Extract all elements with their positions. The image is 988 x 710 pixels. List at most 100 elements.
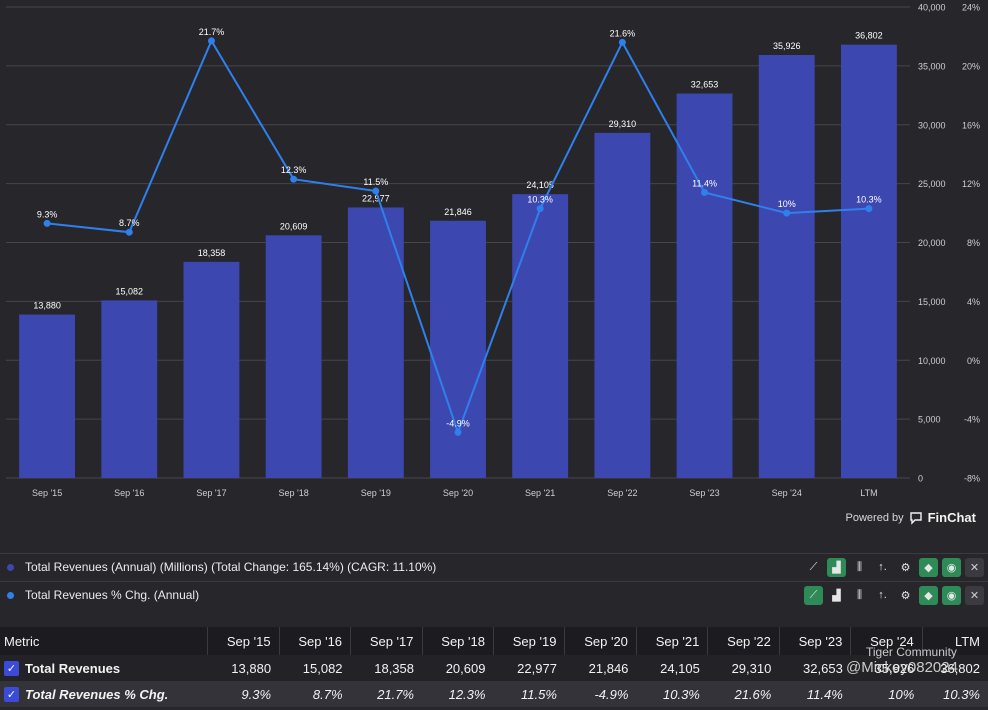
table-cell: 18,358 [350,655,422,681]
table-cell: 8.7% [279,681,351,707]
series-color-dot [7,591,14,599]
bar-data-label: 15,082 [116,286,144,296]
header-cell[interactable]: Sep '23 [778,627,851,655]
table-cell: 24,105 [636,655,708,681]
y-left-tick-label: 0 [918,474,923,484]
table-cell: 32,653 [779,655,851,681]
line-point [865,205,873,213]
bar [265,235,322,478]
bar [594,132,651,478]
x-tick-label: Sep '18 [279,488,309,498]
checkbox[interactable]: ✓ [4,660,19,676]
axis-icon[interactable]: ↑. [878,561,887,573]
table-cell: 12.3% [422,681,494,707]
x-tick-label: Sep '23 [689,488,719,498]
axis-icon[interactable]: ↑. [878,589,887,601]
bar-chart-icon[interactable]: ▟ [832,589,841,602]
table-cell: 21.7% [350,681,422,707]
eye-icon[interactable]: ◉ [942,557,961,577]
x-tick-label: Sep '17 [196,488,226,498]
finchat-logo: FinChat [927,510,976,525]
grouped-bar-icon[interactable]: ⫼ [856,588,863,601]
row-name-cell: ✓ Total Revenues [0,655,208,681]
powered-by[interactable]: Powered by FinChat [846,510,976,525]
table-cell: 11.4% [779,681,851,707]
table-cell: 10.3% [636,681,708,707]
table-cell: 13,880 [207,655,280,681]
line-chart-icon[interactable]: ⟋ [804,585,823,605]
bar-data-label: 32,653 [691,80,719,90]
header-cell[interactable]: LTM [921,627,988,655]
header-cell[interactable]: Sep '18 [421,627,494,655]
powered-by-label: Powered by [845,511,904,524]
y-right-tick-label: 16% [962,120,980,130]
legend-row-pct-change[interactable]: Total Revenues % Chg. (Annual) ⟋ ▟ ⫼ ↑. … [0,581,988,608]
line-point [290,175,298,183]
table-cell: 22,977 [493,655,565,681]
bar-data-label: 22,977 [362,193,390,203]
header-cell[interactable]: Sep '22 [707,627,780,655]
line-data-label: 10% [778,199,796,209]
header-cell[interactable]: Sep '19 [492,627,565,655]
y-left-tick-label: 35,000 [918,61,946,71]
y-right-tick-label: 20% [962,61,980,71]
header-cell[interactable]: Sep '20 [564,627,637,655]
header-cell[interactable]: Sep '24 [850,627,923,655]
checkbox[interactable]: ✓ [4,686,19,702]
x-tick-label: Sep '19 [361,488,391,498]
close-icon[interactable]: ✕ [965,557,984,577]
y-left-tick-label: 10,000 [918,356,946,366]
line-data-label: 10.3% [856,195,882,205]
bar-data-label: 36,802 [855,31,883,41]
table-cell: 35,926 [850,655,923,681]
legend-label: Total Revenues % Chg. (Annual) [25,588,200,602]
legend-label: Total Revenues (Annual) (Millions) (Tota… [25,560,437,574]
table-cell: 10% [850,681,923,707]
header-cell[interactable]: Sep '21 [635,627,708,655]
eye-icon[interactable]: ◉ [942,585,961,605]
table-cell: 20,609 [422,655,494,681]
table-header-row: Metric Sep '15 Sep '16 Sep '17 Sep '18 S… [0,627,988,655]
x-tick-label: Sep '15 [32,488,62,498]
y-left-tick-label: 20,000 [918,238,946,248]
table-cell: 10.3% [922,681,988,707]
table-cell: 29,310 [707,655,780,681]
row-name: Total Revenues % Chg. [25,686,169,702]
grouped-bar-icon[interactable]: ⫼ [856,560,863,573]
series-toolbar: ⟋ ▟ ⫼ ↑. ⚙ ◆ ◉ ✕ [804,557,984,577]
bar [676,93,733,478]
table-cell: 9.3% [207,681,280,707]
gear-icon[interactable]: ⚙ [900,589,911,602]
y-right-tick-label: -8% [964,474,980,484]
bar [840,44,897,479]
table-row: ✓ Total Revenues 13,880 15,082 18,358 20,… [0,655,988,681]
table-cell: 21.6% [707,681,780,707]
tag-icon[interactable]: ◆ [919,557,938,577]
close-icon[interactable]: ✕ [965,585,984,605]
x-tick-label: Sep '22 [607,488,637,498]
header-cell[interactable]: Sep '17 [350,627,422,655]
y-left-tick-label: 40,000 [918,3,946,13]
metrics-table: Metric Sep '15 Sep '16 Sep '17 Sep '18 S… [0,627,988,707]
table-cell: 15,082 [279,655,351,681]
header-cell[interactable]: Sep '16 [278,627,351,655]
line-data-label: 8.7% [119,218,140,228]
line-data-label: 9.3% [37,209,58,219]
revenue-chart: 0 -8% 5,000 -4% 10,000 0% 15,000 4% 20,000 8% 25,0… [6,3,980,498]
watermark-line1: Tiger Community [866,645,957,659]
line-chart-icon[interactable]: ⟋ [809,560,818,573]
line-data-label: 11.5% [363,177,388,187]
line-point [43,219,51,227]
y-left-tick-label: 5,000 [918,415,941,425]
header-cell: Metric [0,627,208,655]
bar-data-label: 18,358 [198,248,226,258]
tag-icon[interactable]: ◆ [919,585,938,605]
table-cell: 21,846 [564,655,637,681]
header-cell[interactable]: Sep '15 [207,627,280,655]
legend-row-revenues[interactable]: Total Revenues (Annual) (Millions) (Tota… [0,553,988,580]
x-tick-label: Sep '21 [525,488,555,498]
bar-chart-icon[interactable]: ▟ [827,557,846,577]
line-data-label: 21.6% [610,28,636,38]
bar [430,220,486,478]
gear-icon[interactable]: ⚙ [900,561,911,574]
